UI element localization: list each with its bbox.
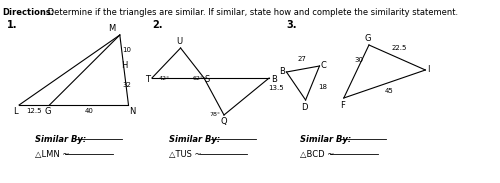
Text: G: G: [365, 34, 372, 43]
Text: 78°: 78°: [210, 112, 220, 117]
Text: G: G: [44, 107, 51, 116]
Text: S: S: [205, 74, 210, 83]
Text: 1.: 1.: [7, 20, 18, 30]
Text: 62°: 62°: [192, 76, 203, 81]
Text: 22.5: 22.5: [392, 45, 407, 51]
Text: T: T: [145, 74, 150, 83]
Text: Similar By:: Similar By:: [170, 135, 220, 144]
Text: 27: 27: [298, 56, 306, 62]
Text: 13.5: 13.5: [268, 85, 284, 91]
Text: 40: 40: [85, 108, 94, 114]
Text: 30: 30: [354, 57, 363, 63]
Text: M: M: [108, 24, 116, 33]
Text: Similar By:: Similar By:: [300, 135, 351, 144]
Text: B: B: [271, 74, 276, 83]
Text: Directions:: Directions:: [2, 8, 54, 17]
Text: 10: 10: [122, 47, 132, 53]
Text: 45: 45: [384, 88, 394, 94]
Text: L: L: [12, 107, 18, 116]
Text: N: N: [130, 107, 136, 116]
Text: 18: 18: [318, 84, 328, 90]
Text: I: I: [427, 66, 430, 74]
Text: H: H: [122, 61, 128, 70]
Text: 2.: 2.: [152, 20, 162, 30]
Text: B: B: [279, 68, 285, 76]
Text: D: D: [302, 103, 308, 112]
Text: Similar By:: Similar By:: [34, 135, 86, 144]
Text: 42°: 42°: [159, 76, 170, 81]
Text: C: C: [320, 61, 326, 70]
Text: 3.: 3.: [286, 20, 297, 30]
Text: Q: Q: [220, 117, 228, 126]
Text: △LMN ~: △LMN ~: [34, 150, 72, 159]
Text: △TUS ~: △TUS ~: [170, 150, 204, 159]
Text: F: F: [340, 101, 345, 110]
Text: Determine if the triangles are similar. If similar, state how and complete the s: Determine if the triangles are similar. …: [45, 8, 459, 17]
Text: U: U: [176, 37, 183, 46]
Text: 32: 32: [122, 82, 132, 88]
Text: △BCD ~: △BCD ~: [300, 150, 337, 159]
Text: 12.5: 12.5: [26, 108, 42, 114]
